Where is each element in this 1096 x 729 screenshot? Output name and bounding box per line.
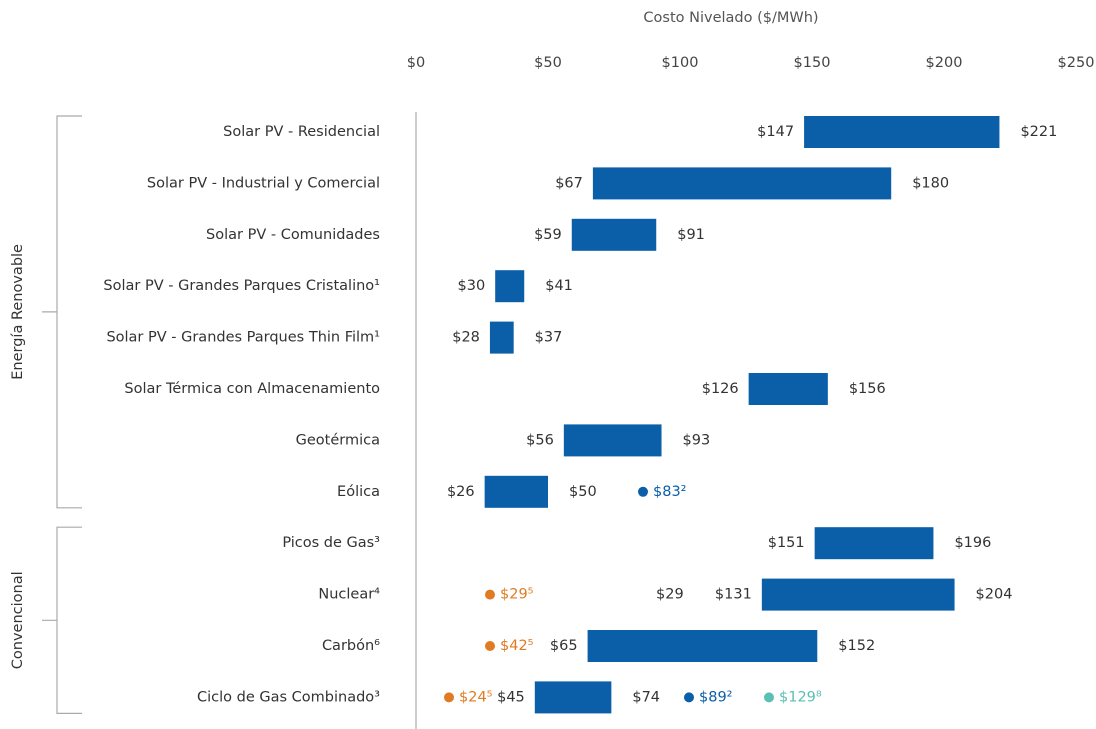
high-label: $156 — [849, 381, 886, 397]
note-label: $83² — [653, 484, 687, 500]
category-label: Ciclo de Gas Combinado³ — [197, 689, 380, 705]
category-label: Solar Térmica con Almacenamiento — [124, 381, 380, 397]
high-label: $91 — [677, 227, 705, 243]
category-label: Geotérmica — [296, 432, 380, 448]
note-label: $24⁵ — [459, 689, 493, 705]
category-label: Nuclear⁴ — [318, 587, 380, 603]
group-bracket — [42, 526, 82, 714]
bar — [571, 218, 657, 251]
low-label: $65 — [550, 638, 578, 654]
group-label: Energía Renovable — [10, 244, 26, 380]
bar — [484, 475, 548, 508]
high-label: $204 — [976, 587, 1013, 603]
low-label: $30 — [458, 278, 486, 294]
high-label: $152 — [838, 638, 875, 654]
high-label: $37 — [535, 330, 563, 346]
note-dot — [485, 589, 495, 600]
bar — [534, 681, 612, 714]
note-label: $29⁵ — [500, 587, 534, 603]
category-label: Solar PV - Grandes Parques Thin Film¹ — [106, 330, 380, 346]
bar — [804, 116, 1000, 148]
bar — [489, 321, 514, 354]
x-tick-label: $50 — [534, 55, 562, 71]
high-label: $221 — [1020, 124, 1057, 140]
low-label: $45 — [497, 689, 525, 705]
category-label: Eólica — [337, 484, 380, 500]
x-tick-label: $150 — [794, 55, 831, 71]
high-label: $41 — [545, 278, 573, 294]
note-label: $42⁵ — [500, 638, 534, 654]
x-tick-label: $100 — [662, 55, 699, 71]
x-tick-label: $200 — [926, 55, 963, 71]
category-label: Solar PV - Grandes Parques Cristalino¹ — [103, 278, 380, 294]
high-label: $93 — [683, 432, 711, 448]
note-dot — [764, 692, 774, 703]
high-label: $180 — [912, 175, 949, 191]
low-label: $131 — [715, 587, 752, 603]
bar — [563, 424, 662, 457]
category-label: Carbón⁶ — [322, 638, 380, 654]
bar — [748, 373, 828, 405]
high-label: $196 — [954, 535, 991, 551]
note-dot — [684, 692, 694, 703]
low-label: $26 — [447, 484, 475, 500]
bar — [814, 527, 934, 560]
bar — [587, 630, 818, 662]
bar — [495, 270, 525, 303]
note-label: $89² — [699, 689, 733, 705]
high-label: $74 — [632, 689, 660, 705]
low-label: $56 — [526, 432, 554, 448]
note-label: $129⁸ — [779, 689, 822, 705]
category-label: Solar PV - Industrial y Comercial — [147, 175, 380, 191]
x-tick-label: $0 — [407, 55, 425, 71]
low-label: $67 — [555, 175, 583, 191]
note-dot — [444, 692, 454, 703]
low-label: $28 — [452, 330, 480, 346]
group-bracket — [42, 115, 82, 509]
group-label: Convencional — [10, 571, 26, 669]
note-dot — [638, 486, 648, 497]
note-label: $29 — [656, 587, 684, 603]
category-label: Picos de Gas³ — [282, 535, 380, 551]
bar — [761, 578, 955, 611]
bar — [592, 167, 892, 200]
axis-title: Costo Nivelado ($/MWh) — [643, 10, 818, 26]
x-tick-label: $250 — [1058, 55, 1095, 71]
category-label: Solar PV - Comunidades — [206, 227, 380, 243]
note-dot — [485, 641, 495, 651]
low-label: $126 — [702, 381, 739, 397]
low-label: $151 — [768, 535, 805, 551]
high-label: $50 — [569, 484, 597, 500]
low-label: $59 — [534, 227, 562, 243]
category-label: Solar PV - Residencial — [223, 124, 380, 140]
low-label: $147 — [757, 124, 794, 140]
